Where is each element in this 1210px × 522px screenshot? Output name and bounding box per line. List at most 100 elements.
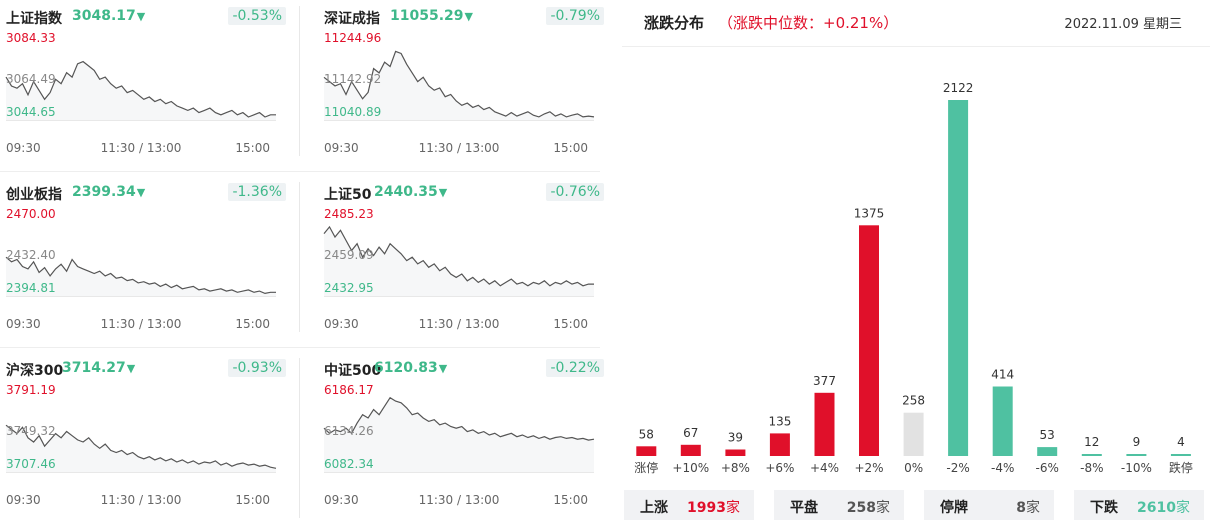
- index-value: 3714.27▼: [62, 360, 135, 376]
- bar-value-label: 53: [1040, 428, 1055, 442]
- distribution-date: 2022.11.09 星期三: [1064, 17, 1182, 32]
- bar-category-label: +4%: [810, 461, 839, 475]
- index-value: 2440.35▼: [374, 184, 447, 200]
- index-value-text: 3048.17: [72, 8, 136, 24]
- distribution-bar[interactable]: [859, 225, 879, 456]
- intraday-line-chart: 3791.19 3749.32 3707.46 09:30 11:30 / 13:00 1…: [5, 383, 277, 507]
- distribution-bar[interactable]: [1170, 454, 1191, 456]
- bar-category-label: -8%: [1080, 461, 1103, 475]
- bar-category-label: -10%: [1121, 461, 1152, 475]
- price-area: [6, 61, 276, 120]
- bar-value-label: 135: [768, 414, 791, 428]
- time-end-label: 15:00: [235, 141, 270, 155]
- distribution-bar[interactable]: [1126, 454, 1147, 456]
- index-change-badge: -1.36%: [228, 183, 286, 201]
- intraday-line-chart: 11244.96 11142.92 11040.89 09:30 11:30 / 13:…: [323, 31, 595, 155]
- mid-label: 2459.09: [324, 248, 374, 262]
- price-line: [323, 396, 595, 441]
- index-change-badge: -0.79%: [546, 7, 604, 25]
- price-area: [324, 226, 594, 296]
- distribution-bar[interactable]: [992, 386, 1013, 457]
- down-arrow-icon: ▼: [136, 10, 146, 23]
- down-arrow-icon: ▼: [438, 186, 448, 199]
- mid-label: 3749.32: [6, 424, 56, 438]
- summary-value: 2610家: [1137, 497, 1190, 517]
- bar-value-label: 4: [1177, 435, 1185, 449]
- distribution-bar[interactable]: [1037, 447, 1058, 456]
- time-mid-label: 11:30 / 13:00: [101, 141, 182, 155]
- distribution-bar[interactable]: [903, 412, 924, 456]
- index-panel[interactable]: 上证50 2440.35▼ -0.76% 2485.23 2459.09 2432.95 0…: [318, 176, 608, 336]
- bar-value-label: 9: [1133, 435, 1141, 449]
- index-header: 上证指数 3048.17▼ -0.53%: [6, 7, 290, 28]
- low-label: 3707.46: [6, 457, 56, 471]
- distribution-bar[interactable]: [1081, 454, 1102, 456]
- bar-value-label: 1375: [854, 206, 885, 220]
- high-label: 3084.33: [6, 31, 56, 45]
- high-label: 6186.17: [324, 383, 374, 397]
- low-label: 3044.65: [6, 105, 56, 119]
- index-change-badge: -0.22%: [546, 359, 604, 377]
- index-name: 上证指数: [6, 11, 62, 27]
- row-divider: [0, 171, 600, 172]
- index-panel[interactable]: 中证500 6120.83▼ -0.22% 6186.17 6134.26 6082.34…: [318, 352, 608, 512]
- time-mid-label: 11:30 / 13:00: [419, 317, 500, 331]
- time-mid-label: 11:30 / 13:00: [419, 493, 500, 507]
- time-end-label: 15:00: [553, 493, 588, 507]
- time-mid-label: 11:30 / 13:00: [419, 141, 500, 155]
- distribution-bar[interactable]: [636, 446, 657, 456]
- bar-category-label: +6%: [765, 461, 794, 475]
- intraday-line-chart: 3084.33 3064.49 3044.65 09:30 11:30 / 13:00 1…: [5, 31, 276, 155]
- index-name: 中证500: [324, 363, 382, 379]
- distribution-bar[interactable]: [948, 100, 969, 456]
- summary-label: 平盘: [790, 500, 818, 516]
- row-divider: [0, 347, 600, 348]
- summary-unit: 家: [1176, 500, 1190, 516]
- index-panel[interactable]: 深证成指 11055.29▼ -0.79% 11244.96 11142.92 11040…: [318, 0, 608, 160]
- summary-item: 上涨 1993家: [624, 490, 754, 520]
- bar-value-label: 58: [639, 427, 654, 441]
- index-value: 11055.29▼: [390, 8, 473, 24]
- index-panels: 上证指数 3048.17▼ -0.53% 3084.33 3064.49 3044.65 0…: [0, 0, 604, 522]
- summary-unit: 家: [726, 500, 740, 516]
- summary-count: 8: [1016, 500, 1026, 516]
- summary-value: 8家: [1016, 497, 1040, 517]
- mid-label: 11142.92: [324, 72, 381, 86]
- index-value-text: 3714.27: [62, 360, 126, 376]
- mid-label: 3064.49: [6, 72, 56, 86]
- index-name: 沪深300: [6, 363, 64, 379]
- index-name: 深证成指: [324, 11, 380, 27]
- index-panel[interactable]: 上证指数 3048.17▼ -0.53% 3084.33 3064.49 3044.65 0…: [0, 0, 290, 160]
- bar-category-label: 跌停: [1169, 460, 1193, 475]
- summary-count: 2610: [1137, 500, 1176, 516]
- summary-count: 1993: [687, 500, 726, 516]
- intraday-line-chart: 2485.23 2459.09 2432.95 09:30 11:30 / 13:00 1…: [323, 207, 594, 331]
- time-mid-label: 11:30 / 13:00: [101, 493, 182, 507]
- index-value-text: 11055.29: [390, 8, 464, 24]
- distribution-bar[interactable]: [769, 433, 790, 456]
- bar-category-label: +2%: [854, 461, 883, 475]
- bar-category-label: 涨停: [634, 460, 658, 475]
- index-name: 上证50: [324, 187, 372, 203]
- high-label: 2485.23: [324, 207, 374, 221]
- index-panel[interactable]: 创业板指 2399.34▼ -1.36% 2470.00 2432.40 2394.81 0…: [0, 176, 290, 336]
- distribution-bar[interactable]: [725, 449, 746, 457]
- summary-label: 停牌: [940, 500, 968, 516]
- time-end-label: 15:00: [235, 493, 270, 507]
- distribution-title: 涨跌分布: [644, 14, 705, 32]
- distribution-bar[interactable]: [680, 444, 701, 456]
- index-header: 深证成指 11055.29▼ -0.79%: [324, 7, 608, 28]
- down-arrow-icon: ▼: [126, 362, 136, 375]
- index-panel[interactable]: 沪深300 3714.27▼ -0.93% 3791.19 3749.32 3707.46…: [0, 352, 290, 512]
- price-line: [323, 50, 595, 118]
- distribution-bar[interactable]: [814, 392, 835, 456]
- bar-value-label: 12: [1084, 435, 1099, 449]
- distribution-median: （涨跌中位数：+0.21%）: [718, 14, 899, 32]
- summary-label: 下跌: [1090, 500, 1118, 516]
- bar-value-label: 414: [991, 368, 1014, 382]
- price-line: [5, 424, 277, 469]
- high-label: 11244.96: [324, 31, 381, 45]
- price-line: [5, 60, 276, 118]
- bar-category-label: +8%: [721, 461, 750, 475]
- bar-value-label: 67: [683, 426, 698, 440]
